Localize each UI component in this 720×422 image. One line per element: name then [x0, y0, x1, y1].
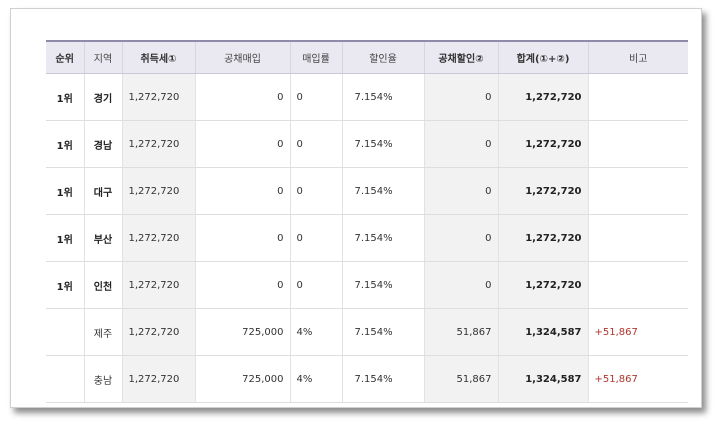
cell-total: 1,324,587 — [497, 308, 588, 356]
cell-purchase-rate: 0 — [289, 73, 342, 121]
cell-total: 1,272,720 — [497, 73, 588, 121]
cell-bond-purchase: 0 — [194, 214, 290, 262]
table-header-row: 순위 지역 취득세① 공채매입 매입률 할인율 공채할인② 합계(①+②) 비고 — [46, 40, 688, 74]
header-bond-purchase: 공채매입 — [194, 40, 290, 74]
table-row: 제주 1,272,720 725,000 4% 7.154% 51,867 1,… — [46, 308, 688, 356]
cell-discount-rate: 7.154% — [341, 308, 424, 356]
cell-bond-discount: 0 — [423, 214, 498, 262]
cell-bond-purchase: 0 — [194, 73, 290, 121]
cell-region: 충남 — [83, 355, 122, 403]
cell-note: +51,867 — [587, 355, 688, 403]
cell-tax: 1,272,720 — [121, 120, 195, 168]
cell-tax: 1,272,720 — [121, 214, 195, 262]
header-discount-rate: 할인율 — [341, 40, 424, 74]
cell-tax: 1,272,720 — [121, 73, 195, 121]
cell-note — [587, 214, 688, 262]
cell-tax: 1,272,720 — [121, 167, 195, 215]
cell-rank: 1위 — [46, 120, 84, 168]
table-row: 1위 경남 1,272,720 0 0 7.154% 0 1,272,720 — [46, 120, 688, 168]
cell-note — [587, 167, 688, 215]
header-rank: 순위 — [46, 40, 84, 74]
cell-bond-purchase: 725,000 — [194, 308, 290, 356]
cell-purchase-rate: 0 — [289, 214, 342, 262]
cell-total: 1,324,587 — [497, 355, 588, 403]
cell-rank: 1위 — [46, 261, 84, 309]
cell-purchase-rate: 0 — [289, 261, 342, 309]
table-row: 1위 경기 1,272,720 0 0 7.154% 0 1,272,720 — [46, 73, 688, 121]
cell-region: 인천 — [83, 261, 122, 309]
cell-total: 1,272,720 — [497, 214, 588, 262]
header-bond-discount: 공채할인② — [423, 40, 498, 74]
cell-discount-rate: 7.154% — [341, 261, 424, 309]
cell-note — [587, 261, 688, 309]
cell-bond-discount: 0 — [423, 261, 498, 309]
table-row: 충남 1,272,720 725,000 4% 7.154% 51,867 1,… — [46, 355, 688, 403]
cell-note — [587, 73, 688, 121]
cell-rank: 1위 — [46, 73, 84, 121]
cell-discount-rate: 7.154% — [341, 73, 424, 121]
cell-bond-purchase: 725,000 — [194, 355, 290, 403]
cell-bond-purchase: 0 — [194, 167, 290, 215]
cell-total: 1,272,720 — [497, 167, 588, 215]
cell-tax: 1,272,720 — [121, 308, 195, 356]
cell-region: 부산 — [83, 214, 122, 262]
cell-bond-purchase: 0 — [194, 261, 290, 309]
cell-discount-rate: 7.154% — [341, 355, 424, 403]
cell-bond-purchase: 0 — [194, 120, 290, 168]
cell-total: 1,272,720 — [497, 120, 588, 168]
tax-comparison-table: 순위 지역 취득세① 공채매입 매입률 할인율 공채할인② 합계(①+②) 비고… — [46, 40, 688, 403]
cell-bond-discount: 0 — [423, 167, 498, 215]
cell-total: 1,272,720 — [497, 261, 588, 309]
cell-region: 경남 — [83, 120, 122, 168]
cell-region: 경기 — [83, 73, 122, 121]
table-row: 1위 인천 1,272,720 0 0 7.154% 0 1,272,720 — [46, 261, 688, 309]
cell-bond-discount: 0 — [423, 120, 498, 168]
cell-discount-rate: 7.154% — [341, 167, 424, 215]
header-purchase-rate: 매입률 — [289, 40, 342, 74]
cell-purchase-rate: 4% — [289, 355, 342, 403]
cell-bond-discount: 51,867 — [423, 355, 498, 403]
cell-discount-rate: 7.154% — [341, 120, 424, 168]
cell-tax: 1,272,720 — [121, 261, 195, 309]
table-row: 1위 부산 1,272,720 0 0 7.154% 0 1,272,720 — [46, 214, 688, 262]
cell-region: 제주 — [83, 308, 122, 356]
cell-note — [587, 120, 688, 168]
cell-region: 대구 — [83, 167, 122, 215]
cell-discount-rate: 7.154% — [341, 214, 424, 262]
cell-rank — [46, 308, 84, 356]
header-tax: 취득세① — [121, 40, 195, 74]
cell-note: +51,867 — [587, 308, 688, 356]
header-total: 합계(①+②) — [497, 40, 588, 74]
cell-tax: 1,272,720 — [121, 355, 195, 403]
cell-purchase-rate: 0 — [289, 167, 342, 215]
table-frame: 순위 지역 취득세① 공채매입 매입률 할인율 공채할인② 합계(①+②) 비고… — [10, 8, 702, 408]
header-region: 지역 — [83, 40, 122, 74]
cell-rank: 1위 — [46, 167, 84, 215]
cell-rank: 1위 — [46, 214, 84, 262]
cell-purchase-rate: 4% — [289, 308, 342, 356]
table-row: 1위 대구 1,272,720 0 0 7.154% 0 1,272,720 — [46, 167, 688, 215]
header-note: 비고 — [587, 40, 688, 74]
cell-bond-discount: 51,867 — [423, 308, 498, 356]
cell-rank — [46, 355, 84, 403]
cell-purchase-rate: 0 — [289, 120, 342, 168]
cell-bond-discount: 0 — [423, 73, 498, 121]
